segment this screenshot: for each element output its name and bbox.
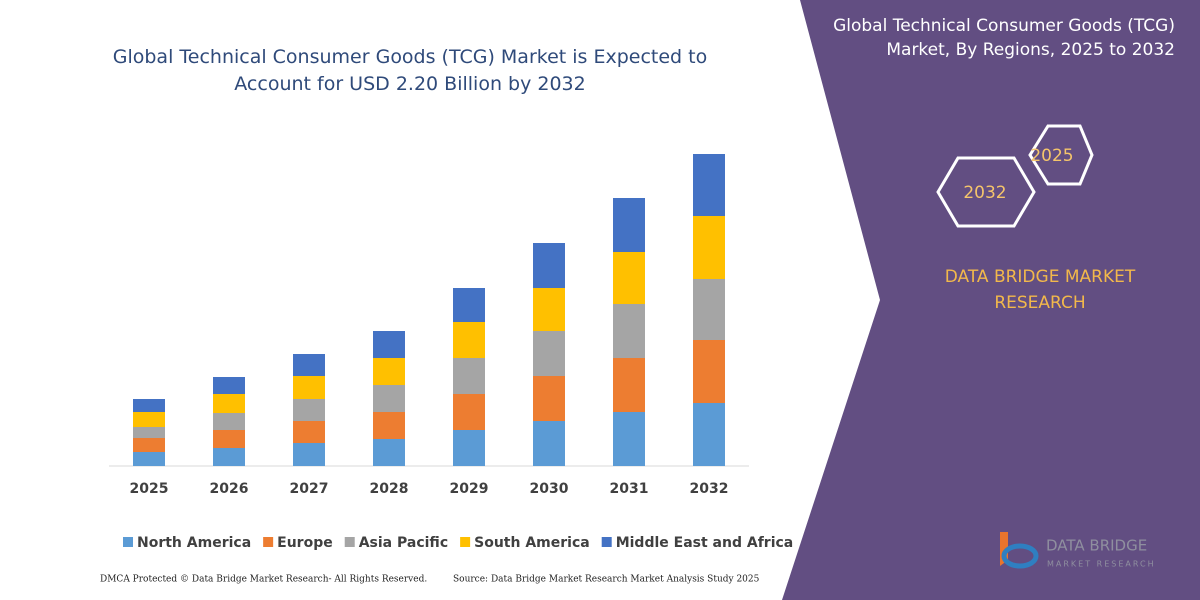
legend-label: South America bbox=[474, 535, 590, 551]
bar-segment bbox=[613, 304, 645, 358]
bar-segment bbox=[293, 376, 325, 399]
hexagon bbox=[936, 156, 1036, 228]
x-tick-label: 2032 bbox=[690, 481, 729, 497]
bar-segment bbox=[213, 377, 245, 394]
legend-swatch bbox=[263, 537, 274, 547]
legend-swatch bbox=[344, 537, 355, 547]
brand: DATA BRIDGE MARKET RESEARCH bbox=[944, 267, 1136, 313]
bar-segment bbox=[533, 288, 565, 331]
bar-segment bbox=[133, 427, 165, 438]
bar-segment bbox=[213, 394, 245, 413]
bar-segment bbox=[293, 399, 325, 421]
bar-segment bbox=[533, 421, 565, 466]
bar-segment bbox=[213, 430, 245, 448]
bar-segment bbox=[293, 443, 325, 466]
bar-segment bbox=[533, 376, 565, 421]
bar-segment bbox=[613, 358, 645, 412]
footer-notice: DMCA Protected © Data Bridge Market Rese… bbox=[100, 575, 427, 585]
chart-title: Global Technical Consumer Goods (TCG) Ma… bbox=[112, 46, 708, 95]
hexagon-label: 2032 bbox=[963, 183, 1006, 203]
bar-segment bbox=[293, 421, 325, 443]
bar-segment bbox=[133, 452, 165, 466]
x-tick-label: 2025 bbox=[130, 481, 169, 497]
bar-segment bbox=[373, 412, 405, 439]
bar-segment bbox=[213, 448, 245, 466]
side-title: Global Technical Consumer Goods (TCG) Ma… bbox=[833, 16, 1175, 60]
hexagon bbox=[1028, 124, 1094, 186]
bar-segment bbox=[373, 385, 405, 412]
x-tick-label: 2027 bbox=[290, 481, 329, 497]
logo-tagline: MARKET RESEARCH bbox=[1047, 560, 1156, 569]
bar-segment bbox=[613, 412, 645, 466]
logo-shape bbox=[1001, 543, 1039, 569]
legend-swatch bbox=[601, 537, 612, 547]
bar-segment bbox=[693, 216, 725, 279]
logo-name: DATA BRIDGE bbox=[1046, 537, 1147, 555]
legend-label: Europe bbox=[277, 535, 333, 551]
bar-segment bbox=[453, 288, 485, 322]
bar-segment bbox=[213, 413, 245, 430]
bar-segment bbox=[613, 198, 645, 252]
bar-segment bbox=[453, 430, 485, 466]
legend-label: Middle East and Africa bbox=[616, 535, 794, 551]
bar-segment bbox=[453, 358, 485, 394]
bar-segment bbox=[693, 279, 725, 340]
bar-segment bbox=[453, 394, 485, 430]
bar-segment bbox=[373, 331, 405, 358]
bar-segment bbox=[373, 439, 405, 466]
x-tick-label: 2029 bbox=[450, 481, 489, 497]
bar-segment bbox=[533, 243, 565, 288]
bar-segment bbox=[693, 403, 725, 466]
bar-segment bbox=[133, 438, 165, 452]
legend-swatch bbox=[123, 537, 133, 547]
legend-label: Asia Pacific bbox=[359, 535, 448, 551]
bar-segment bbox=[133, 412, 165, 427]
x-tick-label: 2030 bbox=[530, 481, 569, 497]
bar-segment bbox=[293, 354, 325, 376]
side-panel-bg bbox=[782, 0, 1200, 600]
bar-segment bbox=[133, 399, 165, 412]
x-tick-label: 2026 bbox=[210, 481, 249, 497]
bar-segment bbox=[533, 331, 565, 376]
bar-segment bbox=[373, 358, 405, 385]
bar-segment bbox=[693, 154, 725, 216]
hexagon-label: 2025 bbox=[1030, 146, 1073, 166]
x-tick-label: 2028 bbox=[370, 481, 409, 497]
bar-segment bbox=[453, 322, 485, 358]
legend-swatch bbox=[460, 537, 471, 547]
x-tick-label: 2031 bbox=[610, 481, 649, 497]
bar-segment bbox=[693, 340, 725, 403]
footer-source: Source: Data Bridge Market Research Mark… bbox=[453, 575, 760, 585]
legend-label: North America bbox=[137, 535, 251, 551]
bar-segment bbox=[613, 252, 645, 304]
